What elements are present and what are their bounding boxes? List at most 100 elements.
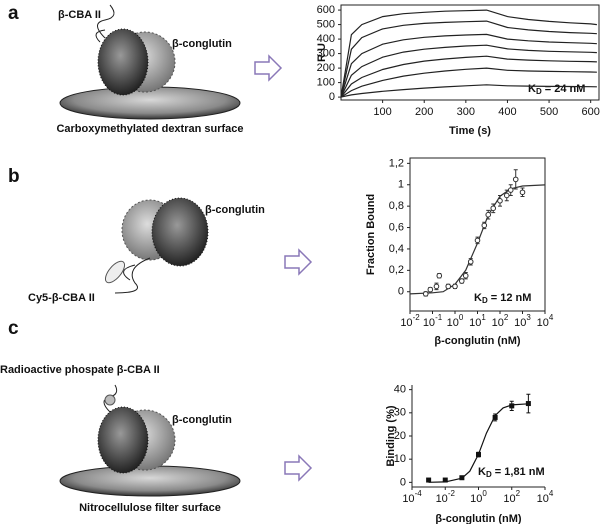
diagram-label: β-conglutin bbox=[172, 38, 232, 50]
y-tick-label: 500 bbox=[317, 18, 335, 30]
point bbox=[481, 222, 488, 229]
tick-exponent: 1 bbox=[481, 313, 486, 322]
series-line bbox=[340, 20, 597, 98]
tick-exponent: 3 bbox=[526, 313, 531, 322]
point bbox=[485, 211, 492, 218]
point bbox=[426, 477, 432, 483]
y-tick-label: 0 bbox=[398, 286, 404, 298]
point bbox=[422, 291, 429, 297]
point bbox=[519, 189, 526, 196]
y-tick-label: 600 bbox=[317, 4, 335, 16]
annotation: KD = 24 nM bbox=[528, 83, 585, 96]
point bbox=[462, 272, 469, 279]
diagram-label: Radioactive phospate β-CBA II bbox=[0, 364, 160, 376]
tick-exponent: 4 bbox=[549, 489, 554, 498]
x-tick-label: 104 bbox=[537, 489, 554, 505]
panel-label: a bbox=[8, 3, 19, 24]
y-tick-label: 1 bbox=[398, 179, 404, 191]
x-tick-label: 100 bbox=[373, 106, 391, 118]
tick-base: 10 bbox=[423, 317, 435, 329]
y-tick-label: 10 bbox=[394, 453, 406, 465]
x-tick-label: 10-4 bbox=[402, 489, 422, 505]
tick-base: 10 bbox=[537, 493, 549, 505]
tick-exponent: -1 bbox=[435, 313, 443, 322]
x-tick-label: 102 bbox=[492, 313, 509, 329]
tick-base: 10 bbox=[514, 317, 526, 329]
series-line bbox=[340, 33, 597, 98]
tick-base: 10 bbox=[470, 493, 482, 505]
annotation-sub: D bbox=[486, 470, 492, 479]
point bbox=[474, 237, 481, 244]
tick-base: 10 bbox=[469, 317, 481, 329]
x-tick-label: 10-1 bbox=[423, 313, 443, 329]
tick-base: 10 bbox=[492, 317, 504, 329]
point bbox=[507, 187, 514, 193]
annotation-main: K bbox=[474, 292, 482, 304]
diagram-label: β-conglutin bbox=[172, 414, 232, 426]
x-tick-label: 400 bbox=[498, 106, 516, 118]
x-tick-label: 500 bbox=[540, 106, 558, 118]
point bbox=[433, 283, 440, 290]
x-axis-label: β-conglutin (nM) bbox=[435, 513, 521, 524]
point bbox=[476, 452, 481, 458]
annotation: KD = 1,81 nM bbox=[478, 466, 545, 479]
diagram-label: Nitrocellulose filter surface bbox=[79, 502, 221, 514]
x-tick-label: 103 bbox=[514, 313, 531, 329]
x-tick-label: 100 bbox=[447, 313, 464, 329]
series-line bbox=[340, 9, 597, 98]
panel-label: b bbox=[8, 166, 20, 187]
tick-exponent: -2 bbox=[448, 489, 456, 498]
y-tick-label: 0,2 bbox=[389, 264, 404, 276]
diagram-label: Cy5-β-CBA II bbox=[28, 292, 95, 304]
annotation: KD = 12 nM bbox=[474, 292, 531, 305]
point bbox=[467, 258, 474, 265]
x-tick-label: 300 bbox=[457, 106, 475, 118]
y-axis-label: Fraction Bound bbox=[365, 194, 377, 275]
tick-exponent: 0 bbox=[459, 313, 464, 322]
panel-label: c bbox=[8, 318, 19, 339]
point bbox=[503, 192, 510, 199]
fit-curve bbox=[428, 403, 529, 483]
y-tick-label: 400 bbox=[317, 33, 335, 45]
x-tick-label: 102 bbox=[503, 489, 520, 505]
annotation-sub: D bbox=[482, 296, 488, 305]
annotation-rest: = 12 nM bbox=[488, 292, 532, 304]
y-tick-label: 300 bbox=[317, 47, 335, 59]
y-tick-label: 40 bbox=[394, 384, 406, 396]
diagram-c bbox=[59, 384, 313, 497]
x-tick-label: 10-2 bbox=[400, 313, 420, 329]
y-tick-label: 20 bbox=[394, 430, 406, 442]
diagram-a bbox=[59, 4, 283, 120]
x-axis-label: Time (s) bbox=[449, 125, 491, 137]
diagram-label: β-conglutin bbox=[205, 204, 265, 216]
tick-exponent: -4 bbox=[415, 489, 423, 498]
y-tick-label: 0,4 bbox=[389, 243, 404, 255]
x-tick-label: 10-2 bbox=[436, 489, 456, 505]
annotation-rest: = 1,81 nM bbox=[492, 466, 545, 478]
y-tick-label: 0,6 bbox=[389, 221, 404, 233]
point bbox=[512, 176, 519, 183]
point bbox=[452, 283, 458, 290]
y-tick-label: 0 bbox=[329, 91, 335, 103]
tick-base: 10 bbox=[537, 317, 549, 329]
x-axis-label: β-conglutin (nM) bbox=[434, 335, 520, 347]
point bbox=[525, 401, 531, 407]
diagram-label: β-CBA II bbox=[58, 9, 101, 21]
y-tick-label: 0,8 bbox=[389, 200, 404, 212]
tick-base: 10 bbox=[402, 493, 414, 505]
point bbox=[497, 197, 503, 204]
x-tick-label: 200 bbox=[415, 106, 433, 118]
y-axis-label: Binding (%) bbox=[385, 405, 397, 466]
x-tick-label: 600 bbox=[581, 106, 599, 118]
x-tick-label: 104 bbox=[537, 313, 554, 329]
annotation-main: K bbox=[528, 83, 536, 95]
series-line bbox=[340, 44, 597, 98]
tick-base: 10 bbox=[400, 317, 412, 329]
y-tick-label: 1,2 bbox=[389, 157, 404, 169]
point bbox=[458, 278, 465, 284]
point bbox=[492, 414, 498, 420]
plot-frame bbox=[340, 4, 600, 101]
point bbox=[509, 403, 515, 409]
diagram-b bbox=[104, 197, 313, 294]
